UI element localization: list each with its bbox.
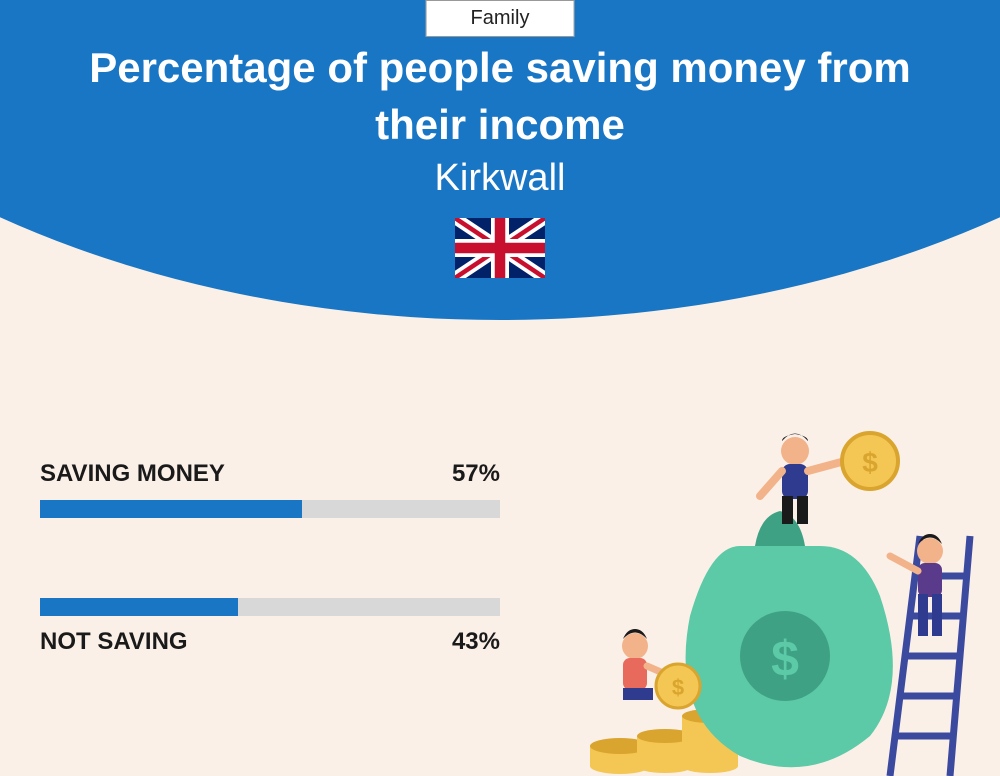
page-title: Percentage of people saving money from t… (0, 40, 1000, 153)
coin-symbol: $ (862, 447, 878, 478)
bar-header: SAVING MONEY 57% (40, 460, 500, 488)
bar-label: NOT SAVING (40, 628, 188, 656)
money-bag-icon: $ (686, 511, 893, 767)
bar-not-saving: NOT SAVING 43% (40, 598, 500, 656)
bar-saving-money: SAVING MONEY 57% (40, 460, 500, 518)
bar-fill (40, 500, 302, 518)
savings-illustration: $ $ $ (560, 416, 980, 776)
coin-symbol: $ (672, 675, 684, 700)
bar-track (40, 598, 500, 616)
category-badge: Family (426, 0, 575, 37)
svg-text:$: $ (771, 631, 799, 687)
title-block: Percentage of people saving money from t… (0, 40, 1000, 278)
bar-fill (40, 598, 238, 616)
uk-flag-icon (455, 218, 545, 278)
location-label: Kirkwall (0, 157, 1000, 200)
bar-value: 57% (452, 460, 500, 488)
bar-label: SAVING MONEY (40, 460, 225, 488)
bar-value: 43% (452, 628, 500, 656)
bar-track (40, 500, 500, 518)
bars-section: SAVING MONEY 57% NOT SAVING 43% (40, 460, 500, 736)
person-top-icon (760, 434, 845, 525)
bar-header: NOT SAVING 43% (40, 628, 500, 656)
